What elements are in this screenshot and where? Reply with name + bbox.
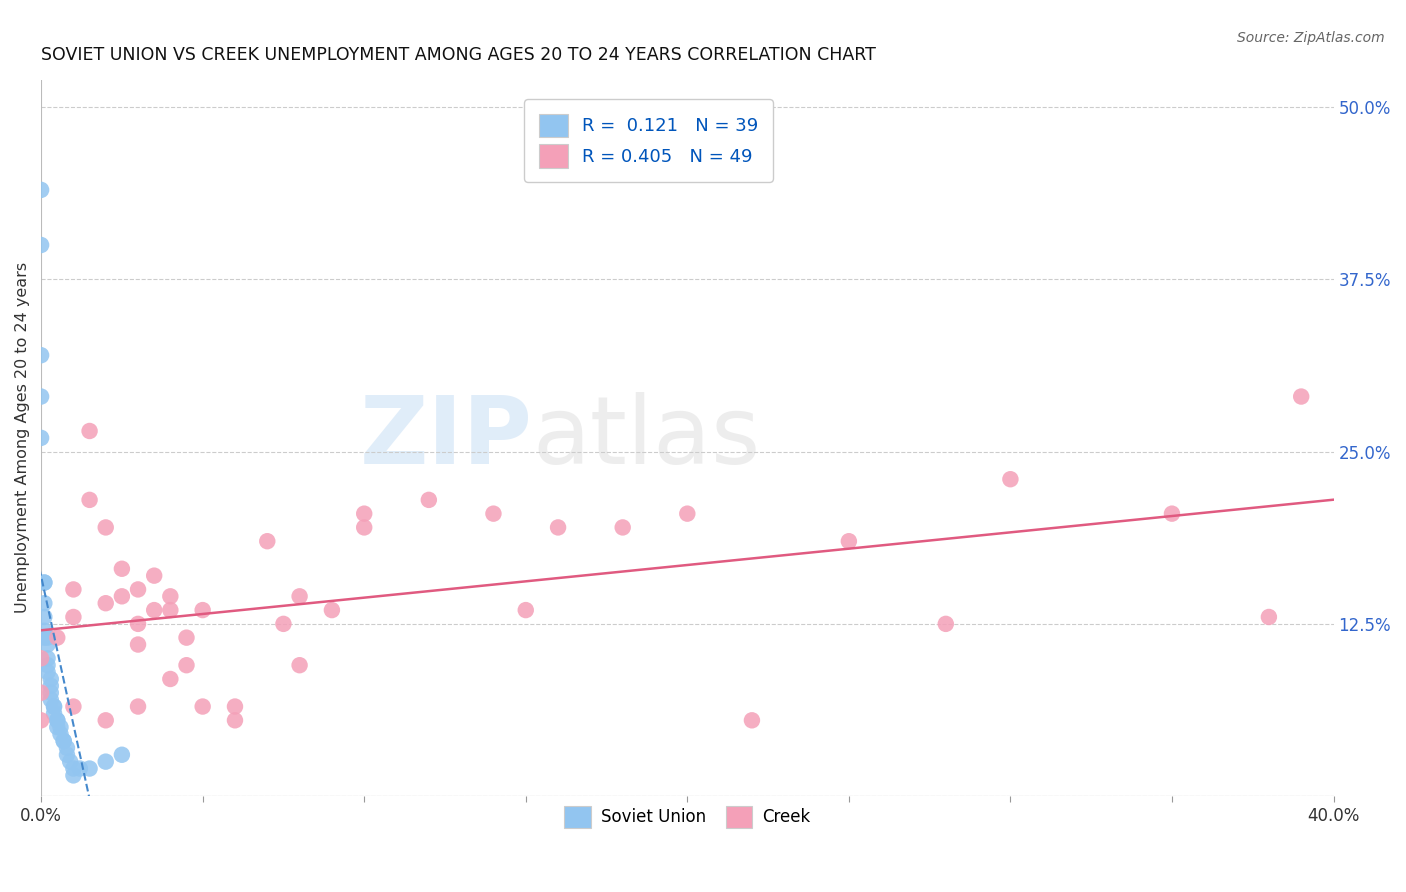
Point: [176, 631, 198, 645]
Point: [42, 706, 65, 721]
Point: [143, 603, 166, 617]
Point: [612, 520, 634, 534]
Point: [62, 610, 84, 624]
Point: [1161, 507, 1184, 521]
Point: [79, 424, 101, 438]
Point: [127, 582, 149, 597]
Point: [39, 692, 62, 706]
Text: SOVIET UNION VS CREEK UNEMPLOYMENT AMONG AGES 20 TO 24 YEARS CORRELATION CHART: SOVIET UNION VS CREEK UNEMPLOYMENT AMONG…: [41, 46, 876, 64]
Point: [935, 616, 957, 631]
Point: [52, 734, 75, 748]
Point: [676, 507, 699, 521]
Point: [39, 672, 62, 686]
Point: [515, 603, 537, 617]
Point: [127, 616, 149, 631]
Point: [46, 631, 69, 645]
Point: [288, 658, 311, 673]
Point: [34, 631, 56, 645]
Point: [56, 740, 79, 755]
Point: [94, 755, 117, 769]
Point: [321, 603, 343, 617]
Point: [1257, 610, 1279, 624]
Point: [418, 492, 440, 507]
Point: [79, 492, 101, 507]
Point: [30, 431, 52, 445]
Point: [34, 596, 56, 610]
Point: [37, 665, 59, 679]
Point: [30, 686, 52, 700]
Point: [30, 390, 52, 404]
Y-axis label: Unemployment Among Ages 20 to 24 years: Unemployment Among Ages 20 to 24 years: [15, 262, 30, 614]
Point: [94, 714, 117, 728]
Text: atlas: atlas: [533, 392, 761, 483]
Point: [482, 507, 505, 521]
Point: [273, 616, 295, 631]
Point: [69, 762, 91, 776]
Point: [62, 762, 84, 776]
Point: [37, 631, 59, 645]
Point: [79, 762, 101, 776]
Point: [256, 534, 278, 549]
Point: [1289, 390, 1312, 404]
Point: [39, 686, 62, 700]
Legend: Soviet Union, Creek: Soviet Union, Creek: [557, 799, 817, 834]
Point: [1000, 472, 1022, 486]
Point: [30, 651, 52, 665]
Point: [39, 679, 62, 693]
Point: [59, 755, 82, 769]
Point: [37, 638, 59, 652]
Text: ZIP: ZIP: [360, 392, 533, 483]
Point: [741, 714, 763, 728]
Point: [353, 507, 375, 521]
Point: [143, 568, 166, 582]
Point: [30, 714, 52, 728]
Point: [176, 658, 198, 673]
Point: [288, 590, 311, 604]
Point: [353, 520, 375, 534]
Point: [159, 672, 181, 686]
Point: [159, 590, 181, 604]
Point: [224, 699, 246, 714]
Point: [224, 714, 246, 728]
Point: [34, 575, 56, 590]
Point: [42, 699, 65, 714]
Point: [30, 183, 52, 197]
Text: Source: ZipAtlas.com: Source: ZipAtlas.com: [1237, 31, 1385, 45]
Point: [34, 624, 56, 638]
Point: [111, 747, 134, 762]
Point: [46, 714, 69, 728]
Point: [30, 348, 52, 362]
Point: [49, 727, 72, 741]
Point: [62, 582, 84, 597]
Point: [838, 534, 860, 549]
Point: [127, 699, 149, 714]
Point: [94, 520, 117, 534]
Point: [42, 699, 65, 714]
Point: [547, 520, 569, 534]
Point: [191, 699, 214, 714]
Point: [191, 603, 214, 617]
Point: [49, 720, 72, 734]
Point: [46, 720, 69, 734]
Point: [46, 714, 69, 728]
Point: [62, 768, 84, 782]
Point: [37, 658, 59, 673]
Point: [56, 747, 79, 762]
Point: [30, 238, 52, 252]
Point: [37, 651, 59, 665]
Point: [52, 734, 75, 748]
Point: [34, 610, 56, 624]
Point: [62, 699, 84, 714]
Point: [127, 638, 149, 652]
Point: [111, 590, 134, 604]
Point: [159, 603, 181, 617]
Point: [94, 596, 117, 610]
Point: [111, 562, 134, 576]
Point: [34, 575, 56, 590]
